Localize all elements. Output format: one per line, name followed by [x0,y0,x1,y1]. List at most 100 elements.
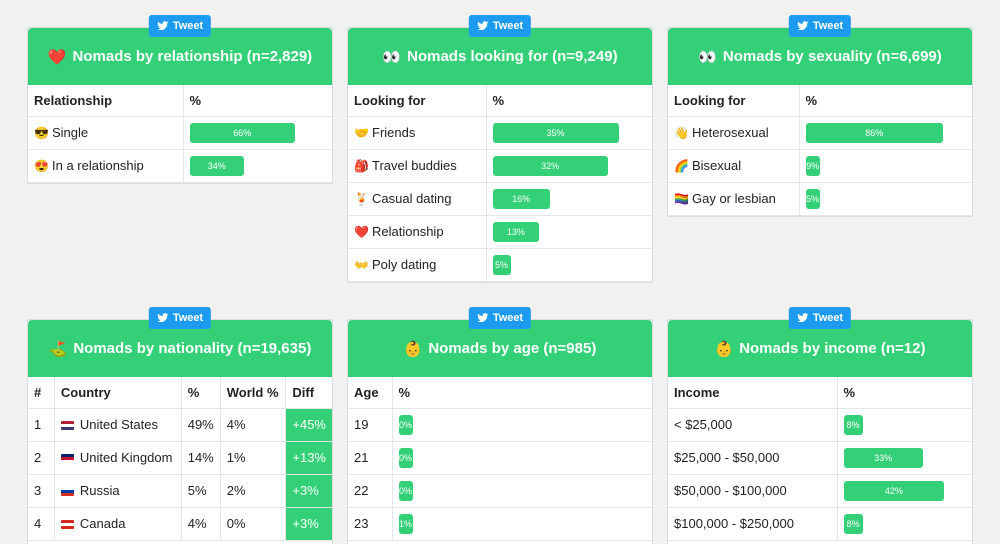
table-row[interactable]: 😎 Single 66% [28,116,332,150]
row-label: Relationship [372,224,444,239]
income-range: $25,000 - $50,000 [668,441,838,475]
card-title: Nomads looking for (n=9,249) [407,48,618,65]
relationship-header: Tweet ❤️ Nomads by relationship (n=2,829… [28,15,332,85]
table-row[interactable]: < $25,000 8% [668,408,972,442]
world-pct-value: 0% [220,507,287,541]
table-row[interactable]: 23 1% [348,507,652,541]
row-label: Heterosexual [692,125,769,140]
row-label: Poly dating [372,257,437,272]
percent-bar: 1% [398,513,413,534]
open-hands-icon: 👐 [354,258,369,272]
tweet-button[interactable]: Tweet [148,307,212,329]
tweet-button[interactable]: Tweet [148,15,212,37]
relationship-card: Tweet ❤️ Nomads by relationship (n=2,829… [27,15,333,184]
column-header: Diff [285,377,332,409]
percent-bar: 5% [805,188,820,209]
twitter-bird-icon [157,21,169,31]
row-label: Casual dating [372,191,452,206]
percent-bar: 86% [805,122,944,143]
twitter-bird-icon [477,313,489,323]
percent-bar: 13% [492,221,540,242]
percent-bar: 16% [492,188,551,209]
twitter-bird-icon [477,21,489,31]
eyes-icon: 👀 [382,48,402,66]
golf-flag-icon: ⛳ [48,340,68,358]
table-row[interactable]: 21 0% [348,441,652,475]
tweet-button[interactable]: Tweet [468,15,532,37]
table-row[interactable]: 🤝 Friends 35% [348,116,652,150]
looking-for-table: Looking for % 🤝 Friends 35% 🎒 Travel buddi… [348,85,652,282]
column-header: Looking for [348,85,487,117]
percent-bar: 32% [492,155,608,176]
world-pct-value: 2% [220,474,287,508]
baby-icon: 👶 [714,340,734,358]
looking-for-header: Tweet 👀 Nomads looking for (n=9,249) [348,15,652,85]
column-header: Relationship [28,85,184,117]
table-row[interactable]: 4 Canada 4% 0% +3% [28,507,332,541]
diff-value: +3% [285,474,332,508]
table-row[interactable]: 19 0% [348,408,652,442]
age-value: 23 [348,507,393,541]
rank: 1 [28,408,55,442]
percent-bar: 66% [189,122,296,143]
russia-flag-icon [60,487,74,497]
column-header: % [392,377,652,409]
card-title: Nomads by nationality (n=19,635) [73,340,312,357]
pct-value: 5% [181,474,221,508]
diff-value: +45% [285,408,332,442]
table-row[interactable]: $25,000 - $50,000 33% [668,441,972,475]
column-header: % [181,377,221,409]
heart-eyes-icon: 😍 [34,159,49,173]
rainbow-icon: 🌈 [674,159,689,173]
table-row[interactable]: 22 0% [348,474,652,508]
tweet-button[interactable]: Tweet [788,15,852,37]
country-name: United Kingdom [79,450,173,465]
row-label: Friends [372,125,416,140]
income-header: Tweet 👶 Nomads by income (n=12) [668,307,972,377]
table-row[interactable]: 🍹 Casual dating 16% [348,182,652,216]
country-name: United States [79,417,158,432]
nationality-card: Tweet ⛳ Nomads by nationality (n=19,635)… [27,307,333,544]
age-value: 22 [348,474,393,508]
tweet-label: Tweet [492,312,524,324]
heart-icon: ❤️ [47,48,67,66]
us-flag-icon [60,421,74,431]
rainbow-flag-icon: 🏳️‍🌈 [674,192,689,206]
tweet-button[interactable]: Tweet [788,307,852,329]
sexuality-card: Tweet 👀 Nomads by sexuality (n=6,699) Lo… [667,15,973,217]
table-row[interactable]: 2 United Kingdom 14% 1% +13% [28,441,332,475]
pct-value: 4% [181,507,221,541]
age-table: Age % 19 0% 21 0% 22 0% 23 1% [348,377,652,541]
column-header: Income [668,377,838,409]
table-row[interactable]: 🌈 Bisexual 9% [668,149,972,183]
tweet-button[interactable]: Tweet [468,307,532,329]
percent-bar: 0% [398,447,413,468]
table-row[interactable]: ❤️ Relationship 13% [348,215,652,249]
table-row[interactable]: 🏳️‍🌈 Gay or lesbian 5% [668,182,972,216]
column-header: World % [220,377,287,409]
column-header: Country [54,377,182,409]
world-pct-value: 4% [220,408,287,442]
table-row[interactable]: $100,000 - $250,000 8% [668,507,972,541]
eyes-icon: 👀 [698,48,717,66]
twitter-bird-icon [797,313,809,323]
pct-value: 14% [181,441,221,475]
percent-bar: 35% [492,122,619,143]
table-row[interactable]: 😍 In a relationship 34% [28,149,332,183]
twitter-bird-icon [797,21,809,31]
table-row[interactable]: 1 United States 49% 4% +45% [28,408,332,442]
table-row[interactable]: 🎒 Travel buddies 32% [348,149,652,183]
table-row[interactable]: 👐 Poly dating 5% [348,248,652,282]
table-row[interactable]: 3 Russia 5% 2% +3% [28,474,332,508]
country-name: Canada [79,516,126,531]
income-table: Income % < $25,000 8% $25,000 - $50,000 … [668,377,972,541]
table-row[interactable]: 👋 Heterosexual 86% [668,116,972,150]
sexuality-table: Looking for % 👋 Heterosexual 86% 🌈 Bisexua… [668,85,972,216]
card-title: Nomads by age (n=985) [428,340,597,357]
sunglasses-icon: 😎 [34,126,49,140]
twitter-bird-icon [157,313,169,323]
table-row[interactable]: $50,000 - $100,000 42% [668,474,972,508]
tweet-label: Tweet [172,312,204,324]
income-range: < $25,000 [668,408,838,442]
row-label: Gay or lesbian [692,191,776,206]
